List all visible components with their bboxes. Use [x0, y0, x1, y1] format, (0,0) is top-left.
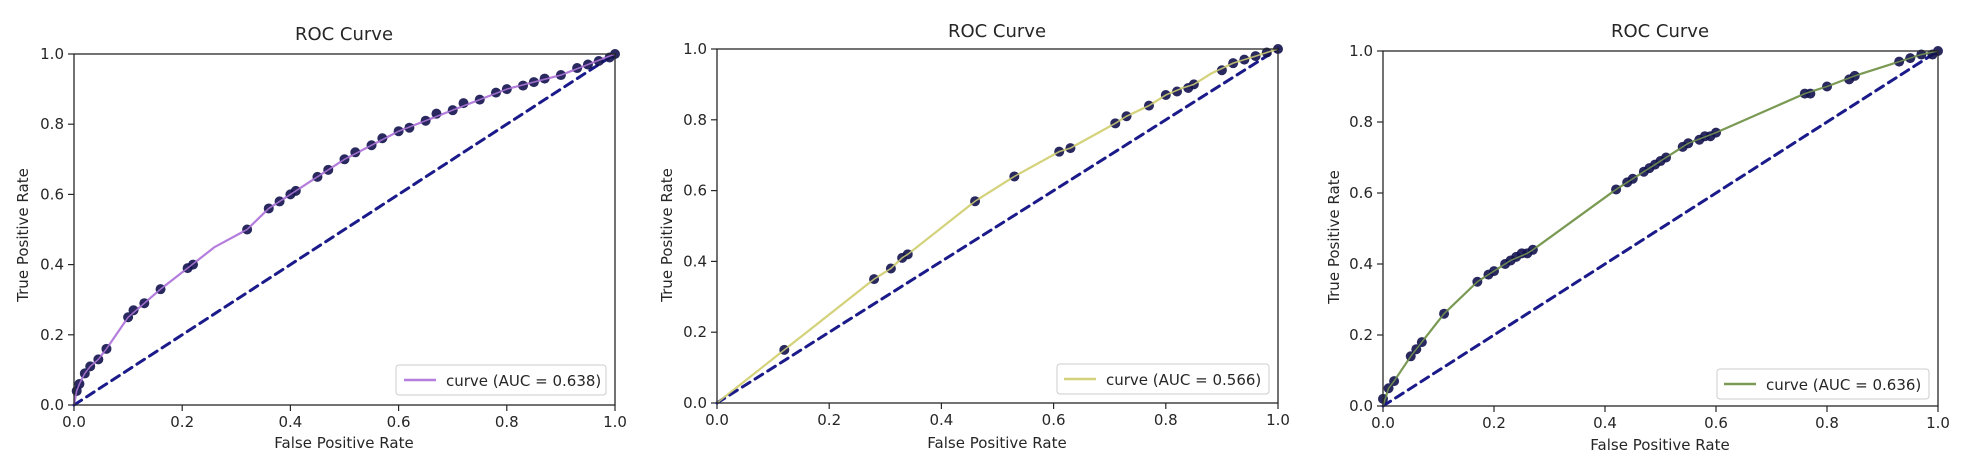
x-axis-label: False Positive Rate — [927, 434, 1066, 452]
x-tick-label: 0.2 — [170, 413, 194, 431]
y-tick-label: 0.0 — [1349, 397, 1373, 415]
roc-curve-line-overlay — [716, 48, 1279, 404]
legend-label: curve (AUC = 0.566) — [1106, 371, 1261, 389]
threshold-point — [128, 305, 139, 316]
axes-frame — [1382, 50, 1939, 407]
x-tick-label: 1.0 — [603, 413, 627, 431]
x-tick-label: 0.6 — [1704, 414, 1728, 432]
y-tick-label: 0.2 — [1349, 326, 1373, 344]
y-tick-label: 0.6 — [683, 182, 707, 200]
x-tick-label: 0.4 — [278, 413, 302, 431]
x-ticks: 0.0 0.2 0.4 0.6 0.8 1.0 — [1371, 406, 1950, 432]
x-ticks: 0.0 0.2 0.4 0.6 0.8 1.0 — [705, 403, 1290, 429]
axes-frame — [73, 53, 616, 406]
x-tick-label: 1.0 — [1266, 411, 1290, 429]
x-tick-label: 0.0 — [62, 413, 86, 431]
y-tick-label: 0.8 — [683, 111, 707, 129]
x-tick-label: 0.4 — [1593, 414, 1617, 432]
x-ticks: 0.0 0.2 0.4 0.6 0.8 1.0 — [62, 405, 627, 431]
legend-box — [1716, 368, 1930, 400]
legend-label: curve (AUC = 0.636) — [1766, 376, 1921, 394]
y-tick-label: 0.6 — [1349, 184, 1373, 202]
legend-label: curve (AUC = 0.638) — [446, 372, 601, 390]
chart-title: ROC Curve — [1611, 21, 1709, 42]
x-tick-label: 0.6 — [387, 413, 411, 431]
roc-panel-1: ROC Curve True Positive Rate False Posit… — [14, 24, 627, 452]
chart-title: ROC Curve — [948, 21, 1046, 42]
legend-box — [395, 364, 607, 396]
x-axis-label: False Positive Rate — [1590, 436, 1729, 454]
y-tick-label: 0.2 — [40, 326, 64, 344]
x-tick-label: 0.0 — [705, 411, 729, 429]
legend: curve (AUC = 0.638) — [395, 364, 607, 396]
y-ticks: 0.0 0.2 0.4 0.6 0.8 1.0 — [683, 40, 717, 412]
roc-curve-line-overlay — [1382, 50, 1939, 407]
y-ticks: 0.0 0.2 0.4 0.6 0.8 1.0 — [1349, 42, 1383, 415]
x-tick-label: 0.2 — [817, 411, 841, 429]
legend-box — [1056, 363, 1270, 395]
y-axis-label: True Positive Rate — [1325, 170, 1343, 305]
chance-diagonal-line — [72, 52, 617, 407]
y-tick-label: 0.0 — [683, 394, 707, 412]
x-tick-label: 1.0 — [1926, 414, 1950, 432]
plot-area — [71, 49, 620, 407]
legend: curve (AUC = 0.636) — [1716, 368, 1930, 400]
x-tick-label: 0.8 — [1154, 411, 1178, 429]
x-tick-label: 0.8 — [495, 413, 519, 431]
roc-curve-line-overlay — [73, 53, 616, 406]
y-axis-label: True Positive Rate — [14, 168, 32, 303]
x-tick-label: 0.6 — [1042, 411, 1066, 429]
chart-title: ROC Curve — [295, 24, 393, 45]
x-tick-label: 0.8 — [1815, 414, 1839, 432]
x-tick-label: 0.4 — [929, 411, 953, 429]
y-tick-label: 0.8 — [1349, 113, 1373, 131]
y-tick-label: 0.4 — [40, 256, 64, 274]
axes-frame — [716, 48, 1279, 404]
y-tick-label: 0.4 — [1349, 255, 1373, 273]
roc-panel-2: ROC Curve True Positive Rate False Posit… — [658, 21, 1290, 452]
plot-area — [1378, 46, 1943, 408]
y-tick-label: 1.0 — [683, 40, 707, 58]
y-tick-label: 0.6 — [40, 185, 64, 203]
x-tick-label: 0.0 — [1371, 414, 1395, 432]
y-tick-label: 0.0 — [40, 396, 64, 414]
legend: curve (AUC = 0.566) — [1056, 363, 1270, 395]
y-tick-label: 1.0 — [40, 45, 64, 63]
plot-area — [715, 44, 1283, 405]
y-tick-label: 0.4 — [683, 252, 707, 270]
y-axis-label: True Positive Rate — [658, 168, 676, 303]
chance-diagonal-line — [1381, 49, 1940, 408]
y-tick-label: 0.2 — [683, 323, 707, 341]
y-tick-label: 0.8 — [40, 115, 64, 133]
y-tick-label: 1.0 — [1349, 42, 1373, 60]
roc-panel-3: ROC Curve True Positive Rate False Posit… — [1325, 21, 1950, 454]
chance-diagonal-line — [715, 47, 1280, 405]
y-ticks: 0.0 0.2 0.4 0.6 0.8 1.0 — [40, 45, 74, 414]
x-axis-label: False Positive Rate — [274, 434, 413, 452]
x-tick-label: 0.2 — [1482, 414, 1506, 432]
